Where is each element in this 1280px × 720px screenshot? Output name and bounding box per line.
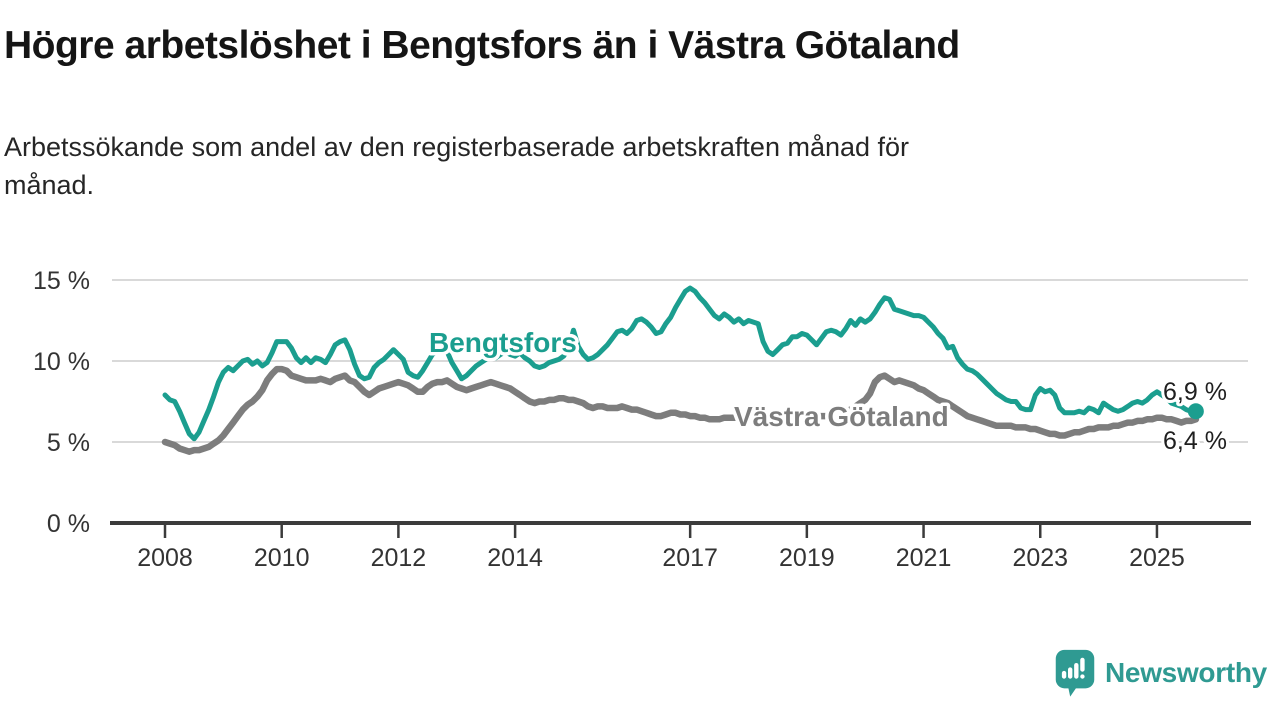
x-tick-label-2010: 2010 (254, 544, 310, 572)
page-subtitle: Arbetssökande som andel av den registerb… (4, 132, 910, 200)
bar-1 (1061, 670, 1067, 679)
y-tick-label-0: 0 % (47, 510, 90, 538)
x-tick-label-2025: 2025 (1129, 544, 1185, 572)
exclamation-bar (1080, 657, 1085, 672)
x-tick-label-2017: 2017 (662, 544, 718, 572)
y-tick-label-15: 15 % (33, 267, 90, 295)
y-tick-label-10: 10 % (33, 348, 90, 376)
x-axis (110, 521, 1251, 538)
latest-value-dot (1187, 403, 1204, 420)
x-tick-label-2008: 2008 (137, 544, 193, 572)
newsworthy-logo-text: Newsworthy (1105, 657, 1267, 688)
x-tick-label-2014: 2014 (487, 544, 543, 572)
x-tick-label-2021: 2021 (896, 544, 952, 572)
series-line-v-stra-g-taland (161, 365, 1200, 455)
newsworthy-logo: Newsworthy (1054, 648, 1267, 698)
end-value-label-1: 6,4 % (1163, 427, 1227, 455)
bar-3 (1074, 662, 1079, 679)
series-label-bengtsfors: Bengtsfors (429, 327, 577, 358)
x-tick-label-2023: 2023 (1012, 544, 1068, 572)
series-label-v-stra-g-taland: Västra Götaland (734, 401, 949, 432)
x-tick-label-2019: 2019 (779, 544, 835, 572)
chart-annotations: Bengtsfors Västra Götaland 6,9 % 6,4 % (426, 324, 1230, 459)
x-tick-label-2012: 2012 (371, 544, 427, 572)
series-line-bengtsfors (162, 285, 1199, 442)
y-tick-label-5: 5 % (47, 429, 90, 457)
bar-2 (1068, 667, 1073, 679)
page-title: Högre arbetslöshet i Bengtsfors än i Väs… (4, 24, 960, 67)
newsworthy-logo-icon (1055, 649, 1095, 697)
series-lines (161, 285, 1204, 455)
axis-tick-labels: 2008 2010 2012 2014 2017 2019 2021 2023 2025 0 % 5… (33, 267, 1185, 572)
exclamation-dot (1080, 674, 1085, 679)
end-value-label-0: 6,9 % (1163, 378, 1227, 406)
